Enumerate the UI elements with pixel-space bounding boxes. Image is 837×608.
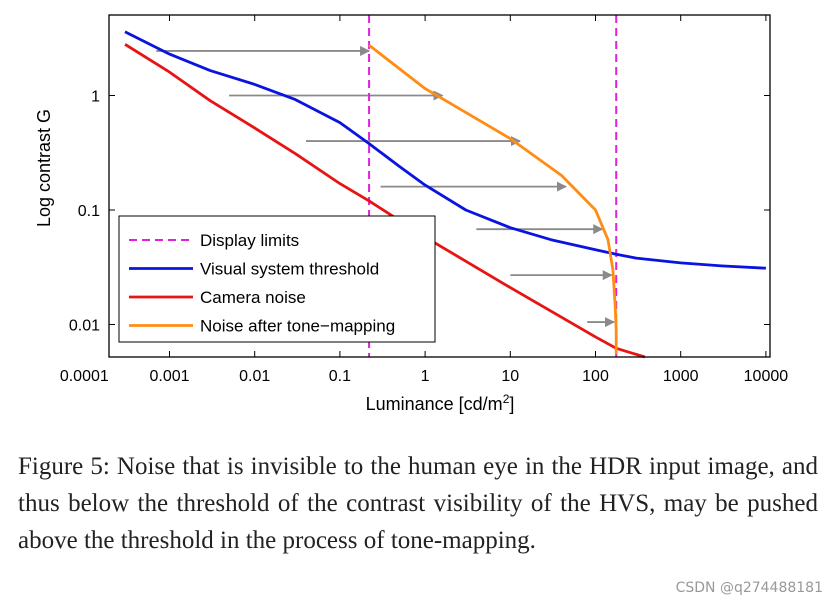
x-tick-label: 0.1 [329, 368, 351, 385]
x-axis-label: Luminance [cd/m2] [366, 392, 515, 414]
visual-system-threshold-line [124, 30, 766, 270]
legend: Display limits Visual system threshold Cam… [118, 215, 436, 343]
x-tick-label: 0.0001 [60, 368, 109, 385]
watermark: CSDN @q274488181 [675, 580, 823, 596]
series [124, 15, 766, 359]
legend-label-display-limits: Display limits [200, 231, 299, 250]
y-tick-label: 1 [91, 89, 100, 106]
legend-label-visual-system-threshold: Visual system threshold [200, 260, 379, 279]
camera-noise-line [124, 43, 646, 359]
x-tick-label: 10000 [744, 368, 789, 385]
chart: 0.0001 0.001 0.01 0.1 1 10 100 1000 10000 0.01 0.1… [34, 14, 788, 414]
y-tick-label: 0.1 [78, 203, 100, 220]
x-tick-label: 0.01 [239, 368, 270, 385]
x-tick-label: 100 [582, 368, 609, 385]
legend-label-camera-noise: Camera noise [200, 288, 306, 307]
plot-frame [108, 14, 771, 358]
legend-label-noise-after-tone-mapping: Noise after tone−mapping [200, 317, 395, 336]
x-tick-label: 10 [501, 368, 519, 385]
axis-ticks: 0.0001 0.001 0.01 0.1 1 10 100 1000 10000 0.01 0.1… [60, 15, 788, 385]
figure-caption: Figure 5: Noise that is invisible to the… [18, 453, 818, 554]
x-tick-label: 1 [421, 368, 430, 385]
legend-box [118, 215, 436, 343]
x-tick-label: 1000 [663, 368, 699, 385]
noise-after-tone-mapping-line [368, 44, 618, 355]
arrows [156, 45, 616, 328]
x-tick-label: 0.001 [149, 368, 189, 385]
y-axis-label: Log contrast G [34, 109, 54, 227]
y-tick-label: 0.01 [69, 318, 100, 335]
